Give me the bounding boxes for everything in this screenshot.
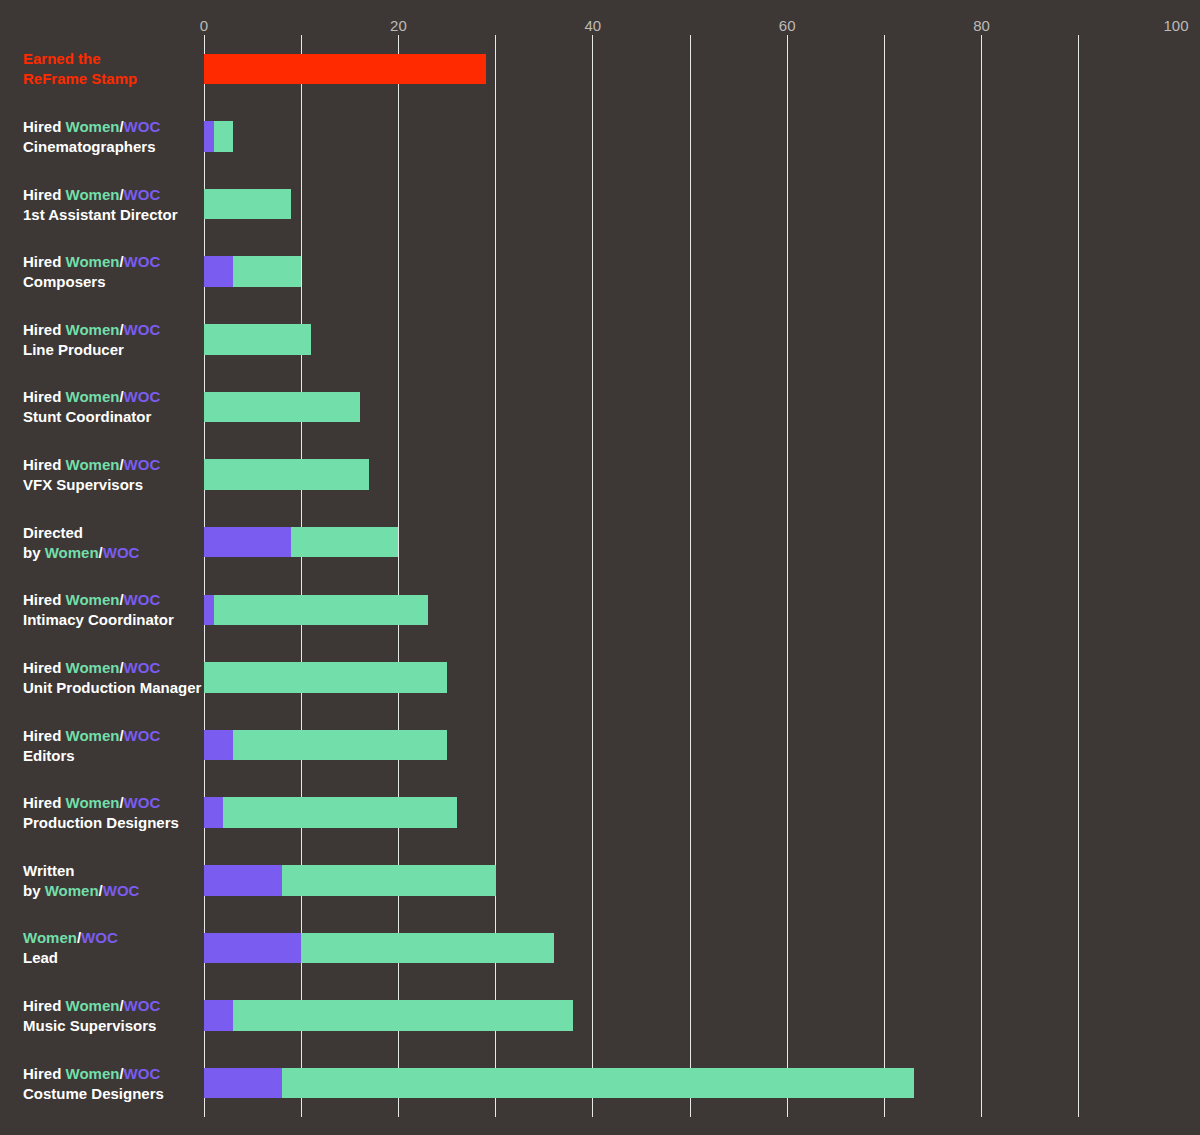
svg-text:Hired Women/WOCCostume Designe: Hired Women/WOCCostume Designers — [23, 1065, 164, 1102]
svg-text:Writtenby Women/WOC: Writtenby Women/WOC — [23, 862, 140, 899]
svg-text:Hired Women/WOCStunt Coordinat: Hired Women/WOCStunt Coordinator — [23, 388, 160, 425]
svg-text:80: 80 — [973, 17, 990, 34]
svg-text:60: 60 — [779, 17, 796, 34]
svg-text:40: 40 — [584, 17, 601, 34]
svg-text:Hired Women/WOCEditors: Hired Women/WOCEditors — [23, 727, 160, 764]
svg-text:Earned theReFrame Stamp: Earned theReFrame Stamp — [23, 50, 137, 87]
svg-text:20: 20 — [390, 17, 407, 34]
svg-text:Hired Women/WOCVFX Supervisors: Hired Women/WOCVFX Supervisors — [23, 456, 160, 493]
svg-text:Hired Women/WOCUnit Production: Hired Women/WOCUnit Production Manager — [23, 659, 202, 696]
svg-text:Hired Women/WOCIntimacy Coordi: Hired Women/WOCIntimacy Coordinator — [23, 591, 174, 628]
svg-text:Directedby Women/WOC: Directedby Women/WOC — [23, 524, 140, 561]
svg-text:Hired Women/WOCLine Producer: Hired Women/WOCLine Producer — [23, 321, 160, 358]
svg-text:Hired Women/WOCComposers: Hired Women/WOCComposers — [23, 253, 160, 290]
svg-text:Women/WOCLead: Women/WOCLead — [23, 929, 118, 966]
svg-text:Hired Women/WOCProduction Desi: Hired Women/WOCProduction Designers — [23, 794, 179, 831]
svg-text:Hired Women/WOC1st Assistant D: Hired Women/WOC1st Assistant Director — [23, 186, 178, 223]
svg-text:100: 100 — [1163, 17, 1188, 34]
svg-text:Hired Women/WOCCinematographer: Hired Women/WOCCinematographers — [23, 118, 160, 155]
svg-text:Hired Women/WOCMusic Superviso: Hired Women/WOCMusic Supervisors — [23, 997, 160, 1034]
svg-text:0: 0 — [200, 17, 208, 34]
